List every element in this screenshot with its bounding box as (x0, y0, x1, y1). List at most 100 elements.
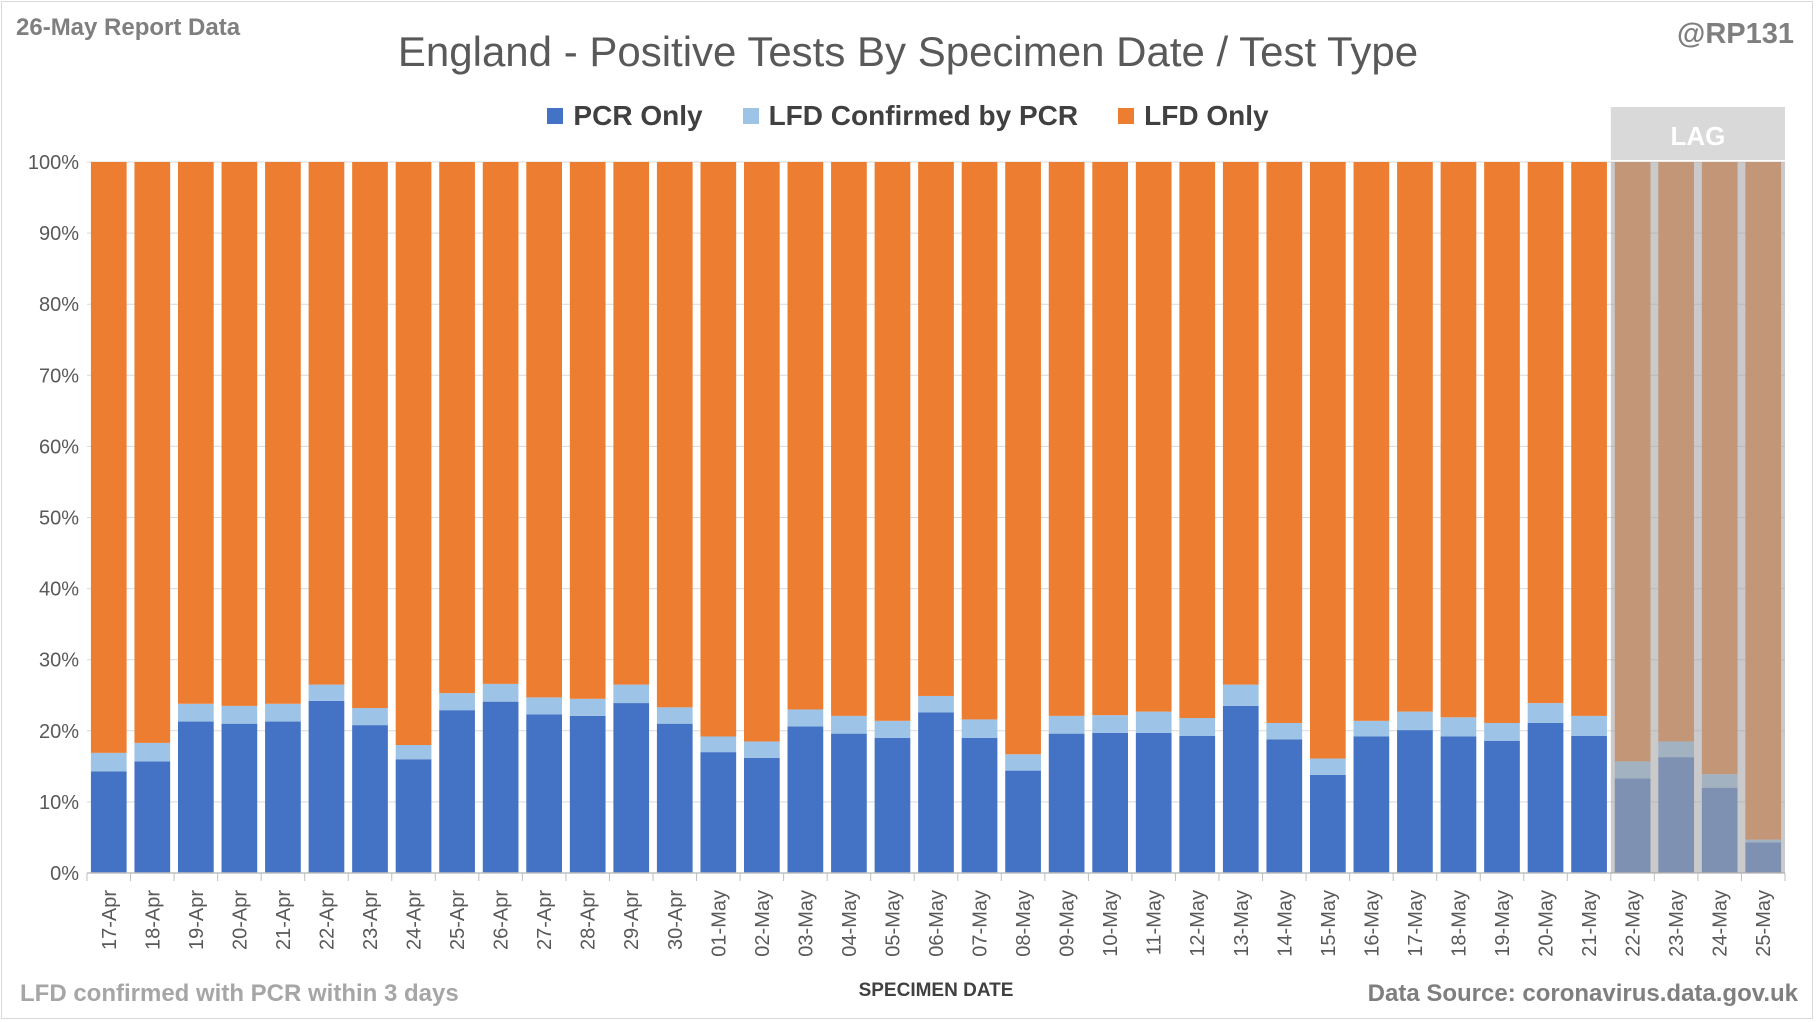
x-tick-label: 02-May (752, 890, 774, 957)
bar-segment (1222, 162, 1259, 685)
bar-segment (482, 683, 519, 702)
y-tick-label: 0% (50, 863, 79, 885)
bar-segment (787, 162, 824, 710)
lag-header-box (1610, 107, 1785, 160)
bar-segment (439, 710, 475, 873)
bar-segment (1005, 162, 1041, 755)
x-tick-label: 13-May (1231, 890, 1253, 957)
bar-segment (1266, 722, 1303, 740)
bar-segment (352, 708, 388, 726)
legend-item-lfd-confirmed: LFD Confirmed by PCR (742, 100, 1078, 132)
bar-segment (90, 752, 127, 772)
bar-segment (1397, 730, 1433, 873)
bar-segment (1092, 732, 1129, 873)
bar-segment (526, 697, 563, 715)
x-tick-label: 18-Apr (142, 890, 164, 950)
bar-segment (1484, 740, 1520, 873)
x-tick-label: 12-May (1187, 890, 1209, 957)
bar-segment (700, 752, 737, 873)
chart-title: England - Positive Tests By Specimen Dat… (397, 28, 1419, 75)
x-tick-label: 29-Apr (621, 890, 643, 950)
y-tick-label: 30% (39, 650, 79, 672)
bar-segment (831, 715, 867, 734)
bar-segment (918, 162, 954, 696)
bar-segment (656, 162, 693, 708)
bar-segment (221, 162, 258, 706)
bar-segment (831, 733, 867, 873)
bar-segment (613, 162, 650, 685)
bar-segment (1135, 162, 1172, 712)
bar-segment (526, 714, 563, 873)
bar-segment (308, 700, 345, 873)
bar-segment (265, 162, 301, 704)
bar-segment (1179, 735, 1216, 873)
x-tick-label: 20-Apr (229, 890, 251, 950)
bar-segment (1527, 703, 1564, 723)
legend-item-lfd-only: LFD Only (1118, 100, 1269, 132)
x-tick-label: 18-May (1448, 890, 1470, 957)
bar-segment (1048, 715, 1085, 734)
bar-segment (1527, 162, 1564, 704)
bar-segment (1571, 735, 1607, 873)
bar-segment (177, 703, 214, 722)
x-tick-label: 25-Apr (447, 890, 469, 950)
x-tick-label: 19-May (1492, 890, 1514, 957)
bar-segment (395, 162, 432, 746)
bar-segment (1527, 722, 1564, 873)
bar-segment (1048, 162, 1085, 716)
bar-segment (90, 162, 127, 753)
bar-segment (1005, 754, 1041, 771)
bar-segment (874, 720, 911, 738)
y-tick-label: 70% (39, 365, 79, 387)
x-tick-label: 20-May (1536, 890, 1558, 957)
bar-segment (1397, 711, 1433, 731)
bar-segment (961, 162, 998, 720)
bar-segment (1309, 774, 1346, 873)
bar-segment (1571, 162, 1607, 716)
bar-segment (613, 684, 650, 704)
bar-segment (265, 721, 301, 873)
bar-segment (1484, 722, 1520, 741)
x-tick-label: 03-May (795, 890, 817, 957)
x-tick-label: 25-May (1753, 890, 1775, 957)
bar-segment (439, 693, 475, 711)
bar-segment (1353, 736, 1390, 873)
bar-segment (787, 726, 824, 873)
bar-segment (656, 723, 693, 873)
x-tick-label: 14-May (1274, 890, 1296, 957)
bar-segment (1266, 162, 1303, 723)
x-tick-label: 11-May (1144, 890, 1166, 955)
bar-segment (308, 162, 345, 685)
bar-segment (1092, 715, 1129, 733)
y-tick-label: 50% (39, 508, 79, 530)
bar-segment (1484, 162, 1520, 723)
bar-segment (482, 701, 519, 873)
legend-swatch-pcr-only (547, 108, 564, 124)
y-tick-label: 60% (39, 436, 79, 458)
bar-segment (439, 162, 475, 694)
footnote: LFD confirmed with PCR within 3 days (20, 980, 459, 1007)
x-tick-label: 08-May (1013, 890, 1035, 957)
x-tick-label: 07-May (970, 890, 992, 957)
bar-segment (90, 771, 127, 873)
bar-segment (743, 757, 780, 873)
bar-segment (1135, 732, 1172, 873)
lag-label: LAG (1670, 121, 1725, 151)
bar-segment (134, 742, 171, 762)
bar-segment (482, 162, 519, 684)
y-tick-label: 40% (39, 579, 79, 601)
bar-segment (1353, 720, 1390, 737)
bar-segment (961, 719, 998, 738)
bar-segment (656, 707, 693, 724)
bar-segment (874, 162, 911, 721)
bar-segment (221, 705, 258, 724)
legend-swatch-lfd-only (1118, 108, 1135, 124)
y-tick-label: 10% (39, 792, 79, 814)
bar-segment (918, 695, 954, 713)
x-tick-label: 09-May (1057, 890, 1079, 957)
bar-segment (787, 709, 824, 727)
x-tick-label: 22-May (1623, 890, 1645, 957)
bar-segment (700, 162, 737, 737)
x-tick-label: 21-Apr (273, 890, 295, 950)
x-tick-label: 22-Apr (316, 890, 338, 950)
